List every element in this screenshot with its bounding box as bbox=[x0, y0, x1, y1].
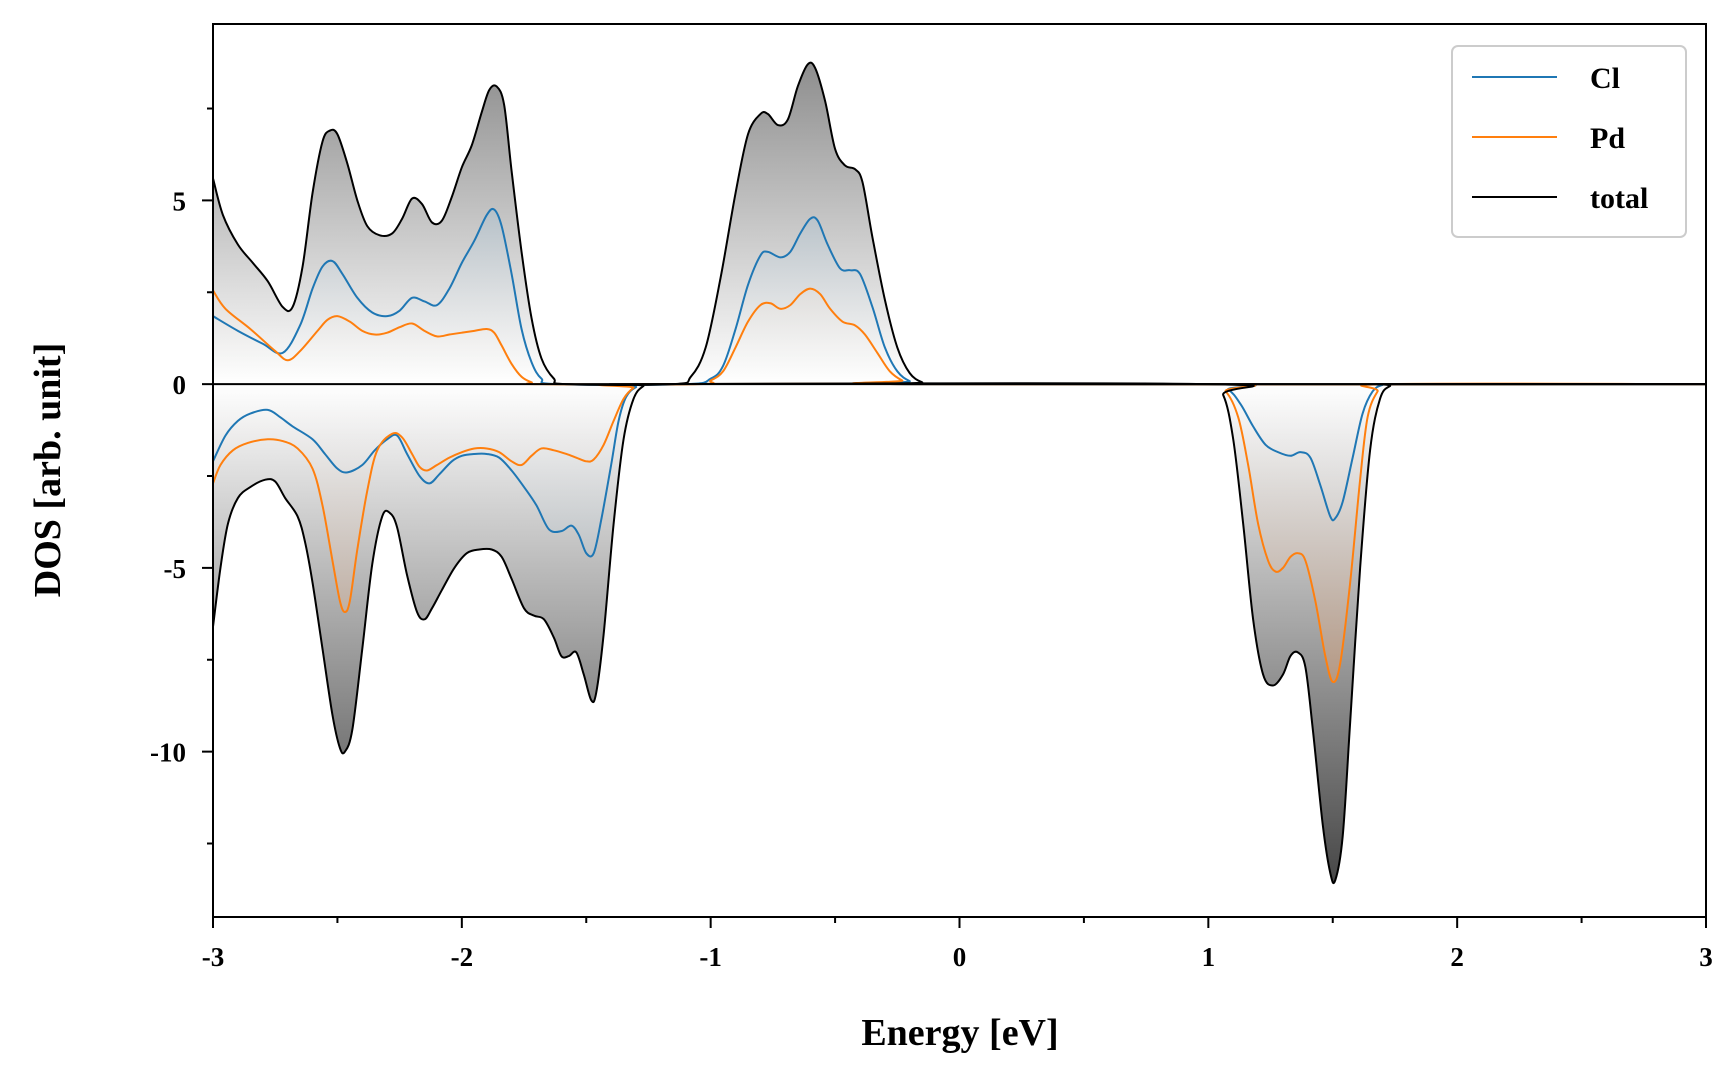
series-line-pd-down bbox=[213, 382, 1706, 684]
x-tick-label: 2 bbox=[1450, 942, 1464, 972]
legend: Cl Pd total bbox=[1451, 45, 1687, 238]
legend-label-total: total bbox=[1590, 182, 1648, 215]
x-tick-label: 3 bbox=[1699, 942, 1713, 972]
series-line-total-up bbox=[213, 61, 1706, 386]
x-axis-title: Energy [eV] bbox=[861, 1012, 1058, 1054]
dos-fill-layer bbox=[213, 62, 1706, 884]
series-line-pd-up bbox=[213, 287, 1706, 386]
x-axis: -3 -2 -1 0 1 2 3 bbox=[202, 917, 1713, 972]
legend-box bbox=[1451, 45, 1687, 238]
series-line-total-down bbox=[213, 382, 1706, 885]
x-tick-label: 1 bbox=[1202, 942, 1216, 972]
legend-label-cl: Cl bbox=[1590, 62, 1620, 95]
fill-pd-down bbox=[213, 383, 1706, 683]
fill-pd-up bbox=[213, 288, 1706, 385]
y-axis-title: DOS [arb. unit] bbox=[27, 343, 69, 597]
series-line-cl-down bbox=[213, 382, 1706, 558]
y-axis: 5 0 -5 -10 bbox=[150, 107, 213, 845]
y-tick-label: 5 bbox=[173, 186, 187, 216]
x-tick-label: -2 bbox=[451, 942, 474, 972]
x-tick-label: -1 bbox=[699, 942, 722, 972]
y-tick-label: -5 bbox=[164, 554, 187, 584]
x-tick-label: -3 bbox=[202, 942, 225, 972]
y-tick-label: 0 bbox=[173, 370, 187, 400]
legend-label-pd: Pd bbox=[1590, 122, 1625, 155]
y-tick-label: -10 bbox=[150, 738, 186, 768]
x-tick-label: 0 bbox=[953, 942, 967, 972]
